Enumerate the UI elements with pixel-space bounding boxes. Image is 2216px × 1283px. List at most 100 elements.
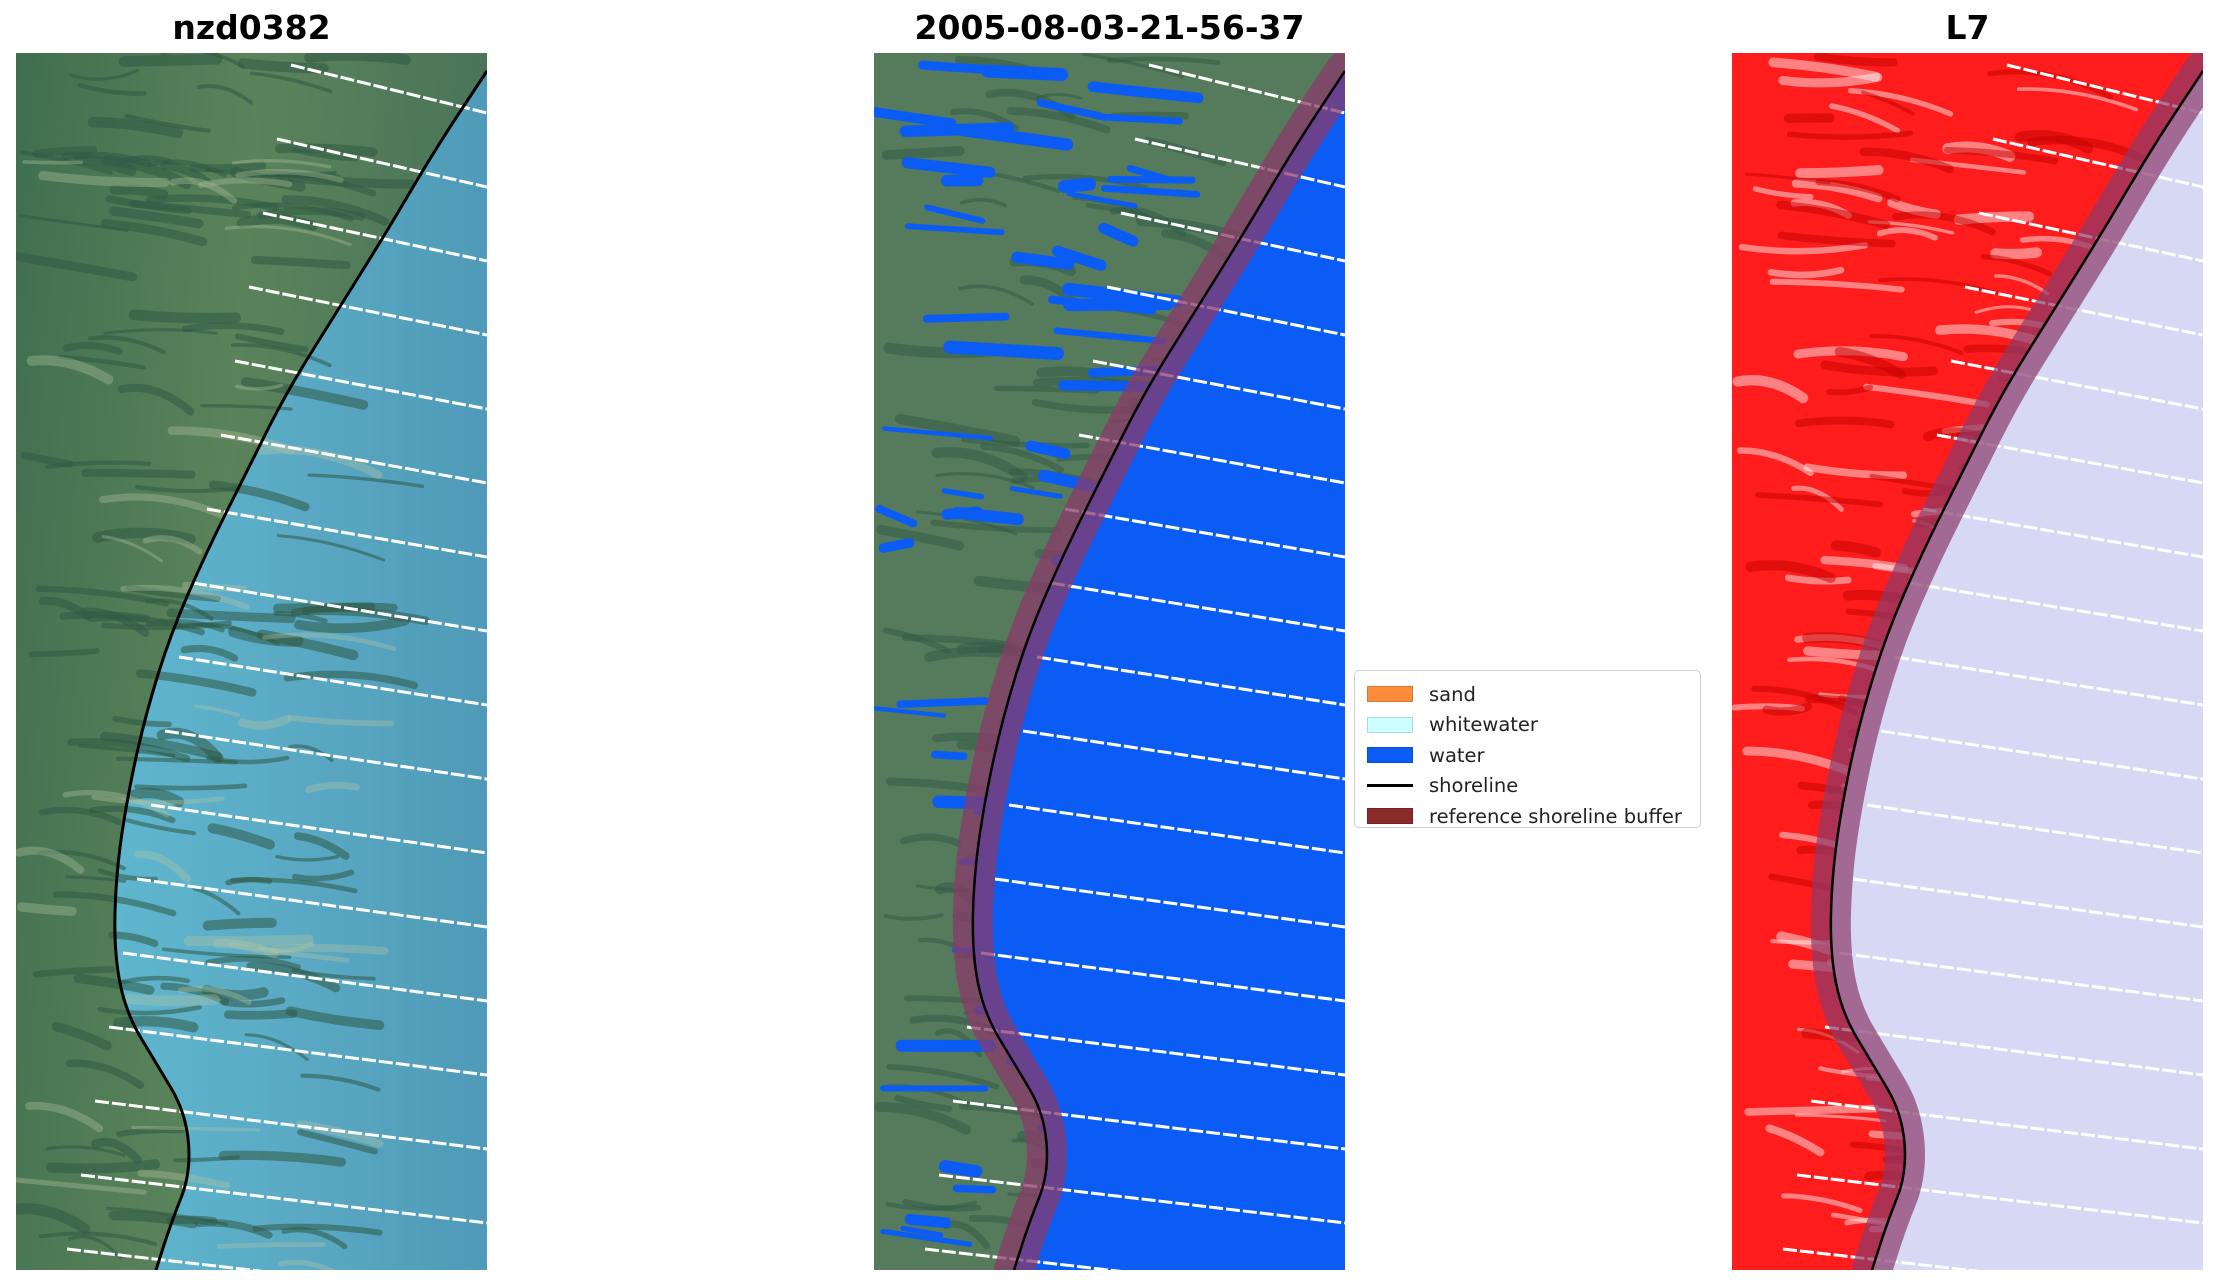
terrain-ridge [287, 172, 416, 189]
scanline-gap [1810, 1099, 2203, 1151]
terrain-ridge [194, 1219, 273, 1239]
terrain-ridge [62, 789, 170, 818]
terrain-ridge [305, 781, 360, 793]
terrain-ridge [161, 947, 292, 959]
rgb-image-panel [16, 53, 487, 1270]
terrain-ridge [128, 309, 242, 324]
sea-area [114, 71, 487, 1270]
terrain-ridge [223, 1009, 298, 1020]
water-pixel-cluster [1066, 191, 1138, 209]
water-pixel-cluster [941, 506, 983, 520]
terrain-ridge [77, 82, 147, 96]
water-pixel-cluster [1062, 282, 1185, 308]
scanline-gap [234, 359, 487, 411]
water-pixel-cluster [874, 107, 957, 129]
scanline-gap [262, 211, 487, 263]
water-pixel-cluster [880, 1228, 973, 1247]
scanline-gap [1922, 507, 2203, 559]
scanline-gap [1036, 655, 1345, 707]
terrain-ridge [131, 1125, 261, 1132]
legend-swatch-buffer [1367, 808, 1413, 825]
sea-area [1830, 71, 2203, 1270]
scanline-gap [164, 729, 487, 781]
water-pixel-cluster [952, 1184, 997, 1194]
terrain-ridge [1767, 266, 1845, 279]
terrain-ridge [16, 902, 77, 916]
legend-swatch-shoreline [1367, 784, 1413, 788]
terrain-ridge [297, 1129, 378, 1155]
scanline-gap [150, 803, 487, 855]
nir-image [1732, 53, 2203, 1270]
terrain-ridge [1980, 254, 2053, 277]
terrain-ridge [183, 934, 314, 947]
scanline-gap [1092, 359, 1345, 411]
terrain-ridge [115, 756, 238, 765]
terrain-ridge [1082, 53, 1185, 79]
scanline-gap [980, 951, 1345, 1003]
terrain-ridge [894, 1094, 953, 1112]
terrain-ridge [1776, 200, 1891, 230]
terrain-ridge [134, 783, 248, 791]
terrain-ridge [200, 403, 293, 411]
terrain-ridge [1022, 174, 1149, 191]
terrain-ridge [231, 159, 332, 169]
terrain-ridge [281, 1227, 348, 1250]
terrain-ridge [125, 584, 221, 602]
terrain-ridge [1744, 172, 1831, 185]
legend-item-water: water [1367, 740, 1688, 771]
terrain-ridge [102, 155, 192, 190]
terrain-ridge [91, 1137, 142, 1165]
scanline-gap [136, 877, 487, 929]
terrain-ridge [1738, 242, 1869, 255]
water-class-area [972, 71, 1345, 1270]
terrain-ridge [113, 1016, 199, 1033]
terrain-ridge [16, 251, 138, 282]
terrain-ridge [100, 219, 208, 247]
terrain-ridge [270, 944, 389, 955]
water-pixel-cluster [1036, 98, 1105, 120]
terrain-ridge [230, 343, 332, 368]
scanline-gap [80, 1173, 487, 1225]
terrain-ridge [1826, 384, 1874, 396]
terrain-ridge [876, 524, 965, 551]
terrain-ridge [45, 460, 152, 469]
legend-item-shoreline: shoreline [1367, 771, 1688, 802]
terrain-ridge [881, 146, 965, 160]
terrain-ridge [51, 1021, 112, 1051]
terrain-ridge [275, 854, 340, 862]
terrain-ridge [135, 669, 257, 697]
water-pixel-cluster [1057, 177, 1096, 193]
water-pixel-cluster [943, 340, 1065, 360]
water-pixel-cluster [1107, 175, 1196, 184]
terrain-ridge [67, 1235, 123, 1260]
terrain-ridge [1990, 247, 2042, 260]
terrain-ridge [202, 917, 277, 931]
terrain-ridge [1794, 416, 1895, 429]
legend-label-water: water [1429, 743, 1485, 767]
terrain-ridge [64, 875, 127, 883]
terrain-ridge [103, 328, 218, 335]
scanline-gap [1022, 729, 1345, 781]
water-pixel-cluster [878, 538, 915, 553]
water-pixel-cluster [896, 697, 989, 709]
terrain-ridge [198, 177, 293, 188]
terrain-ridge [874, 1102, 971, 1135]
nir-image-panel [1732, 53, 2203, 1270]
terrain-ridge [1830, 540, 1881, 558]
terrain-ridge [1891, 211, 1996, 236]
terrain-ridge [209, 480, 310, 512]
terrain-ridge [1006, 106, 1111, 134]
terrain-ridge [256, 629, 359, 661]
terrain-ridge [134, 850, 191, 883]
terrain-ridge [201, 985, 269, 1001]
terrain-ridge [45, 1145, 126, 1157]
water-pixel-cluster [875, 504, 918, 528]
terrain-ridge [281, 195, 390, 226]
legend-item-whitewater: whitewater [1367, 710, 1688, 741]
scanline-gap [952, 1099, 1345, 1151]
terrain-ridge [196, 84, 254, 105]
terrain-ridge [16, 846, 85, 874]
legend-label-shoreline: shoreline [1429, 774, 1519, 798]
water-pixel-cluster [1099, 113, 1184, 125]
terrain-ridge [216, 1242, 326, 1249]
